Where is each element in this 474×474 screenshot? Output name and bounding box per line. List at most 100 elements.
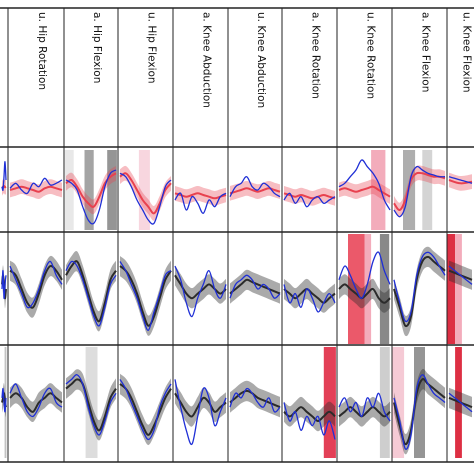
column-label: a. Hip Flexion bbox=[91, 12, 103, 83]
mean-line bbox=[229, 278, 281, 295]
mean-band bbox=[284, 186, 335, 206]
panel bbox=[65, 369, 117, 441]
highlight-band bbox=[364, 234, 372, 344]
panel bbox=[1, 161, 7, 196]
mean-line bbox=[9, 185, 63, 193]
subject-line bbox=[283, 284, 336, 313]
mean-band bbox=[339, 396, 390, 427]
mean-band bbox=[449, 172, 472, 191]
panel bbox=[9, 177, 63, 200]
subject-line bbox=[174, 379, 227, 446]
column-label: u. Hip Flexion bbox=[146, 12, 158, 84]
subject-line bbox=[448, 392, 473, 413]
highlight-band bbox=[414, 347, 425, 458]
subject-line bbox=[65, 374, 117, 436]
subject-line bbox=[229, 387, 281, 413]
panel bbox=[393, 165, 446, 218]
mean-band bbox=[10, 255, 62, 318]
subject-line bbox=[338, 392, 391, 422]
highlight-band bbox=[455, 234, 462, 344]
subject-line bbox=[448, 176, 473, 184]
panel bbox=[229, 176, 281, 201]
mean-band bbox=[394, 246, 445, 337]
subject-line bbox=[9, 260, 63, 309]
highlight-band bbox=[85, 347, 98, 458]
highlight-band bbox=[84, 150, 94, 230]
panel bbox=[119, 256, 172, 336]
mean-line bbox=[283, 192, 336, 200]
subject-line bbox=[229, 274, 281, 299]
mean-band bbox=[10, 179, 62, 200]
mean-line bbox=[393, 255, 446, 328]
mean-line bbox=[338, 406, 391, 418]
subject-line bbox=[1, 387, 7, 413]
subject-line bbox=[119, 172, 172, 225]
highlight-band bbox=[379, 234, 390, 344]
mean-band bbox=[175, 186, 226, 206]
column-label: u. Knee Abduction bbox=[255, 12, 267, 108]
subject-line bbox=[65, 169, 117, 225]
highlight-band bbox=[422, 150, 433, 230]
mean-band bbox=[120, 256, 171, 336]
panel bbox=[393, 246, 446, 337]
panel bbox=[119, 165, 172, 225]
column-label: u. Knee Rotation bbox=[365, 12, 377, 99]
subject-line bbox=[119, 261, 172, 331]
column-label: a. Knee Rotation bbox=[310, 12, 322, 99]
mean-band bbox=[120, 373, 171, 446]
panel bbox=[1, 382, 7, 418]
mean-line bbox=[338, 283, 391, 304]
subject-line bbox=[65, 260, 117, 327]
mean-line bbox=[393, 171, 446, 211]
panel bbox=[9, 383, 63, 423]
subject-line bbox=[393, 374, 446, 450]
subject-line bbox=[448, 265, 473, 285]
subject-line bbox=[338, 251, 391, 299]
panel bbox=[229, 380, 281, 418]
subject-line bbox=[393, 251, 446, 323]
mean-band bbox=[175, 265, 226, 309]
mean-band bbox=[394, 165, 445, 218]
panel bbox=[229, 269, 281, 304]
grid-lines bbox=[0, 7, 474, 463]
panel bbox=[174, 186, 227, 214]
subject-line bbox=[283, 192, 336, 208]
panel bbox=[448, 172, 473, 191]
panel bbox=[338, 392, 391, 427]
highlight-band bbox=[447, 234, 456, 344]
mean-band bbox=[175, 383, 226, 427]
panel bbox=[283, 186, 336, 208]
subject-line bbox=[174, 265, 227, 318]
subject-line bbox=[119, 379, 172, 441]
panel bbox=[338, 159, 391, 211]
mean-line bbox=[174, 192, 227, 200]
panel bbox=[283, 278, 336, 313]
mean-line bbox=[119, 383, 172, 436]
panel bbox=[393, 368, 446, 455]
subject-line bbox=[174, 192, 227, 214]
subject-line bbox=[9, 383, 63, 418]
column-label: u. Knee Flexion bbox=[461, 12, 473, 93]
mean-band bbox=[66, 166, 116, 215]
panel bbox=[448, 387, 473, 418]
subject-line bbox=[393, 165, 446, 218]
highlight-band bbox=[65, 150, 74, 230]
highlight-band bbox=[107, 150, 117, 230]
panel bbox=[283, 396, 336, 440]
panel bbox=[119, 373, 172, 446]
panel bbox=[65, 166, 117, 225]
mean-line bbox=[119, 265, 172, 327]
panel bbox=[174, 265, 227, 318]
subject-line bbox=[338, 159, 391, 211]
highlight-band bbox=[138, 150, 150, 230]
panel bbox=[65, 251, 117, 332]
highlight-band bbox=[379, 347, 390, 458]
panel bbox=[338, 251, 391, 313]
panel-grid bbox=[1, 150, 473, 458]
mean-band bbox=[339, 179, 390, 204]
subject-line bbox=[229, 176, 281, 198]
panel bbox=[448, 260, 473, 290]
column-header-row: u. Hip Rotation a. Hip Flexion u. Hip Flex… bbox=[36, 12, 473, 108]
subject-line bbox=[283, 402, 336, 440]
